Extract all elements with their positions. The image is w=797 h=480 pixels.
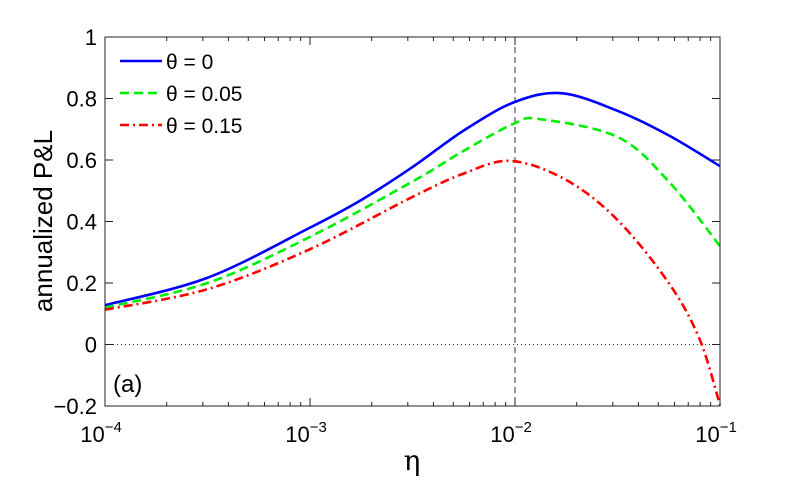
legend: θ = 0 θ = 0.05 θ = 0.15 <box>120 51 242 138</box>
y-tick-label: 0.2 <box>66 271 97 296</box>
series-line-0 <box>104 91 721 307</box>
x-tick-label: 10−1 <box>695 419 737 447</box>
legend-label-2: θ = 0.15 <box>166 115 242 138</box>
y-tick-label: 1 <box>85 25 97 50</box>
x-axis-label: η <box>404 444 421 477</box>
y-tick-label: 0.8 <box>66 87 97 112</box>
y-tick-label: 0.4 <box>66 210 97 235</box>
y-tick-label: 0.6 <box>66 148 97 173</box>
x-tick-label: 10−4 <box>80 419 122 447</box>
annotation-label: (a) <box>113 371 142 398</box>
legend-label-0: θ = 0 <box>166 51 213 74</box>
legend-label-1: θ = 0.05 <box>166 83 242 106</box>
x-tick-label: 10−3 <box>285 419 327 447</box>
x-tick-label: 10−2 <box>490 419 532 447</box>
series-line-2 <box>104 159 722 406</box>
y-tick-label: 0 <box>85 333 97 358</box>
series-line-1 <box>104 116 722 309</box>
y-tick-label: −0.2 <box>54 394 97 419</box>
y-axis-label: annualized P&L <box>28 130 58 312</box>
